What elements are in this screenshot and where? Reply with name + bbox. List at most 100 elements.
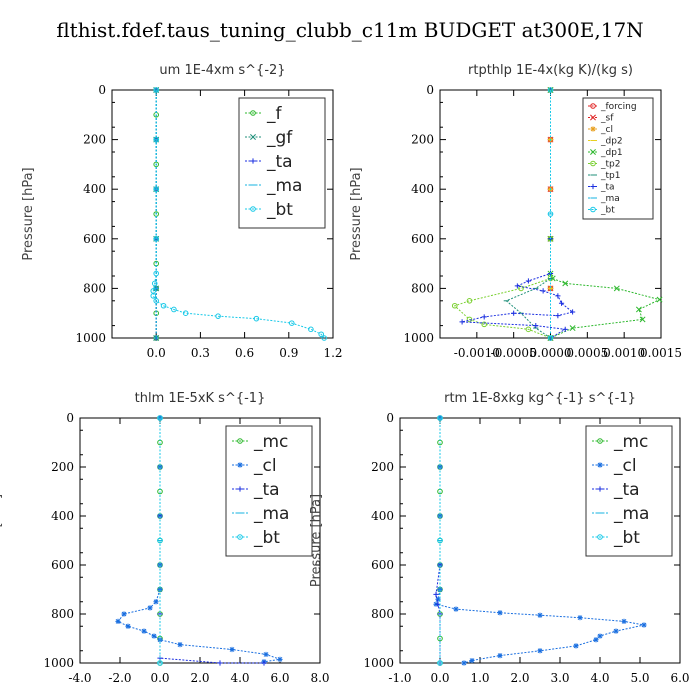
legend-label: _tp1 [600,171,620,181]
data-point [459,319,465,325]
plot-frame [399,417,681,664]
data-point [453,606,459,612]
data-point [547,87,554,93]
y-tick-label: 0 [98,83,106,97]
legend-label: _f [266,104,283,124]
data-point [157,415,163,421]
data-point [562,326,568,332]
data-point [437,660,443,666]
y-tick-label: 800 [411,281,434,295]
data-point [540,288,546,294]
legend-label: _dp1 [600,148,623,158]
x-tick-label: 0.0005 [566,346,608,360]
data-point [141,628,147,634]
y-tick-label: 200 [411,133,434,147]
data-point [547,211,554,217]
legend-label: _bt [253,528,280,548]
y-tick-label: 600 [411,232,434,246]
x-tick-label: 1.0 [470,671,489,685]
y-tick-label: 0 [66,411,74,425]
x-tick-label: -2.0 [108,671,131,685]
data-point [160,302,167,309]
y-tick-label: 1000 [403,331,434,345]
y-tick-label: 800 [83,281,106,295]
data-point [570,309,576,315]
legend-label: _dp2 [600,137,623,147]
series-tp1 [503,89,554,339]
x-tick-label: 6.0 [670,671,689,685]
legend-marker [597,438,603,444]
legend-label: _bt [613,528,640,548]
y-tick-label: 600 [51,558,74,572]
legend-label: _tp2 [600,160,620,170]
panel-title: um 1E-4xm s^{-2} [159,63,285,78]
legend-marker [590,126,596,132]
y-tick-label: 400 [411,182,434,196]
series-bt [437,415,443,666]
data-point [153,87,159,93]
panel-title: rtpthlp 1E-4x(kg K)/(kg s) [468,63,633,78]
legend-marker [590,206,596,213]
y-tick-label: 1000 [363,656,394,670]
legend-label: _ma [266,176,302,196]
legend-label: _gf [266,128,293,148]
panel-title: thlm 1E-5xK s^{-1} [135,391,266,406]
series-bt [157,415,163,666]
data-point [497,653,503,659]
series-bt [150,87,327,341]
data-point [263,651,269,658]
data-point [288,320,295,326]
data-point [577,615,583,621]
legend-box [582,97,654,220]
y-tick-label: 200 [83,133,106,147]
data-point [593,637,599,643]
data-point [153,599,159,605]
x-tick-label: 8.0 [310,671,329,685]
data-point [635,306,642,313]
x-tick-label: 0.3 [191,346,210,360]
legend-marker [590,103,596,109]
y-axis-label: Pressure [hPa] [0,494,4,587]
data-point [525,278,531,284]
data-point [511,310,517,316]
x-tick-label: 6.0 [270,671,289,685]
x-tick-label: -0.0005 [491,346,537,360]
legend-label: _cl [600,125,613,135]
data-point [525,326,532,333]
data-point [153,270,159,277]
data-point [555,313,561,319]
data-point [182,310,189,317]
x-tick-label: 4.0 [230,671,249,685]
data-point [537,648,543,654]
y-axis-label: Pressure [hPa] [309,494,324,587]
legend: _f _gf _ta _ma _bt [238,97,326,229]
y-tick-label: 200 [371,460,394,474]
x-tick-label: -4.0 [68,671,91,685]
series-line [453,90,551,339]
data-point [613,628,619,634]
x-tick-label: 0.0 [430,671,449,685]
y-axis-label: Pressure [hPa] [349,167,364,260]
data-point [451,302,458,309]
x-tick-label: -1.0 [388,671,411,685]
legend-marker [597,462,603,468]
data-point [433,591,439,597]
legend-label: _mc [253,432,288,452]
data-point [150,293,157,299]
data-point [573,643,579,649]
legend-label: _ta [266,152,293,172]
legend-label: _sf [600,114,614,124]
y-tick-label: 0 [386,411,394,425]
y-tick-label: 400 [371,509,394,523]
chart-panel-2: rtpthlp 1E-4x(kg K)/(kg s) Pressure [hPa]… [349,63,682,360]
data-point [435,596,441,602]
legend-marker [250,206,256,212]
data-point [562,280,569,287]
data-point [125,623,131,629]
data-point [497,610,503,616]
data-point [115,618,121,624]
y-tick-label: 600 [371,558,394,572]
data-point [121,611,127,617]
data-point [613,285,620,292]
series-bt [547,87,554,341]
